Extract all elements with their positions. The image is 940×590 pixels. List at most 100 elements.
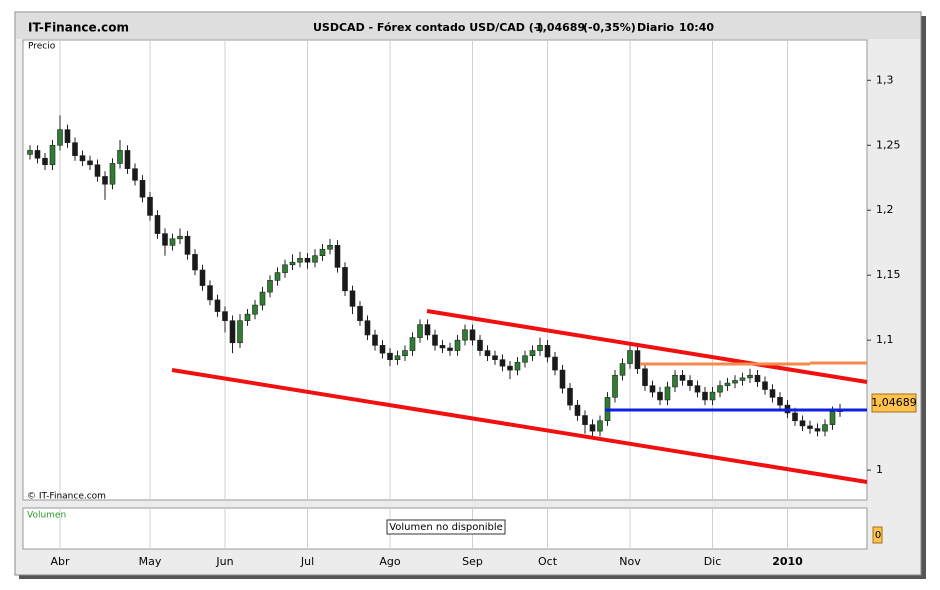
candle-body xyxy=(237,320,243,344)
x-tick-label: Ago xyxy=(379,555,401,568)
candle-body xyxy=(282,264,288,273)
candle-body xyxy=(769,389,776,398)
candle-body xyxy=(139,180,146,198)
candle-body xyxy=(672,374,678,388)
candle-body xyxy=(687,380,693,386)
candle-body xyxy=(192,254,198,271)
header-bar xyxy=(16,13,920,39)
candle-body xyxy=(439,345,446,349)
candle-body xyxy=(207,285,213,301)
candle-body xyxy=(462,329,468,341)
candle-body xyxy=(124,150,131,169)
volume-axis-box xyxy=(872,526,883,544)
candle-body xyxy=(34,150,41,159)
candle-body xyxy=(274,272,281,281)
site-name: IT-Finance.com xyxy=(28,21,129,35)
x-tick-label: 2010 xyxy=(772,555,803,568)
candle-body xyxy=(657,391,663,401)
candle-body xyxy=(484,350,491,357)
candle-body xyxy=(522,355,528,363)
candle-body xyxy=(379,345,386,354)
x-tick-label: May xyxy=(139,555,162,568)
candle-body xyxy=(642,368,648,386)
y-tick-label: 1,25 xyxy=(876,138,901,151)
x-tick-label: Dic xyxy=(704,555,722,568)
candle-body xyxy=(694,385,701,393)
candle-body xyxy=(807,425,813,429)
candle-body xyxy=(762,381,768,390)
candle-body xyxy=(597,420,603,432)
volume-message: Volumen no disponible xyxy=(389,522,503,533)
candle-body xyxy=(87,160,93,166)
copyright: © IT-Finance.com xyxy=(27,492,106,502)
candle-body xyxy=(57,129,63,146)
candle-body xyxy=(529,350,536,357)
candle-body xyxy=(177,235,183,240)
candle-body xyxy=(117,150,123,164)
price: 1,04689 xyxy=(535,21,585,34)
candle-body xyxy=(357,306,363,321)
change: (-0,35%) xyxy=(583,21,636,34)
candle-body xyxy=(289,261,296,266)
candle-body xyxy=(454,339,461,351)
candle-body xyxy=(319,248,326,257)
candle-body xyxy=(259,291,266,306)
candle-body xyxy=(222,311,228,321)
candle-body xyxy=(702,391,708,401)
trend-line-lower xyxy=(171,368,868,484)
x-tick-label: Jun xyxy=(215,555,233,568)
x-tick-label: Oct xyxy=(538,555,558,568)
candle-body xyxy=(619,363,626,376)
candle-body xyxy=(109,163,116,185)
candle-body xyxy=(409,337,416,351)
candle-body xyxy=(634,350,641,370)
candle-body xyxy=(664,386,671,401)
candle-body xyxy=(214,299,221,312)
candle-body xyxy=(72,142,78,156)
candle-body xyxy=(822,424,828,432)
period: Diario xyxy=(637,21,675,34)
candle-body xyxy=(739,377,746,381)
candle-body xyxy=(589,424,596,432)
candle-body xyxy=(747,374,753,379)
candle-body xyxy=(94,164,101,177)
candle-body xyxy=(79,155,86,162)
trend-line-upper xyxy=(426,309,868,384)
price-panel xyxy=(22,39,868,501)
candle-body xyxy=(582,415,588,425)
candle-body xyxy=(492,355,498,360)
x-tick-label: Nov xyxy=(619,555,641,568)
volume-message-box xyxy=(386,519,506,535)
candle-body xyxy=(169,238,176,246)
candle-body xyxy=(402,350,408,357)
candle-body xyxy=(102,176,108,185)
last-price-box xyxy=(871,393,917,413)
candle-body xyxy=(432,334,438,346)
candle-body xyxy=(49,144,56,166)
candle-body xyxy=(424,324,431,336)
y-tick-label: 1,15 xyxy=(876,268,901,281)
candle-body xyxy=(312,255,318,263)
volume-axis-label: 0 xyxy=(875,530,881,541)
candle-body xyxy=(349,290,356,307)
candle-body xyxy=(252,304,258,315)
x-tick-label: Sep xyxy=(462,555,483,568)
candle-body xyxy=(297,258,303,263)
candle-body xyxy=(499,359,506,367)
candle-body xyxy=(732,380,738,384)
candle-body xyxy=(304,258,311,263)
candle-body xyxy=(372,334,378,346)
symbol: USDCAD - Fórex contado USD/CAD (-) xyxy=(313,21,543,34)
candle-body xyxy=(799,420,806,427)
candle-body xyxy=(649,385,656,393)
candle-body xyxy=(627,350,633,364)
candle-body xyxy=(27,150,33,155)
candle-body xyxy=(42,157,48,166)
candle-body xyxy=(717,385,723,393)
candle-body xyxy=(162,233,168,246)
candle-body xyxy=(777,397,783,406)
candle-body xyxy=(244,313,251,321)
y-tick-label: 1,3 xyxy=(876,73,894,86)
candle-body xyxy=(267,280,273,293)
candle-body xyxy=(199,269,206,286)
